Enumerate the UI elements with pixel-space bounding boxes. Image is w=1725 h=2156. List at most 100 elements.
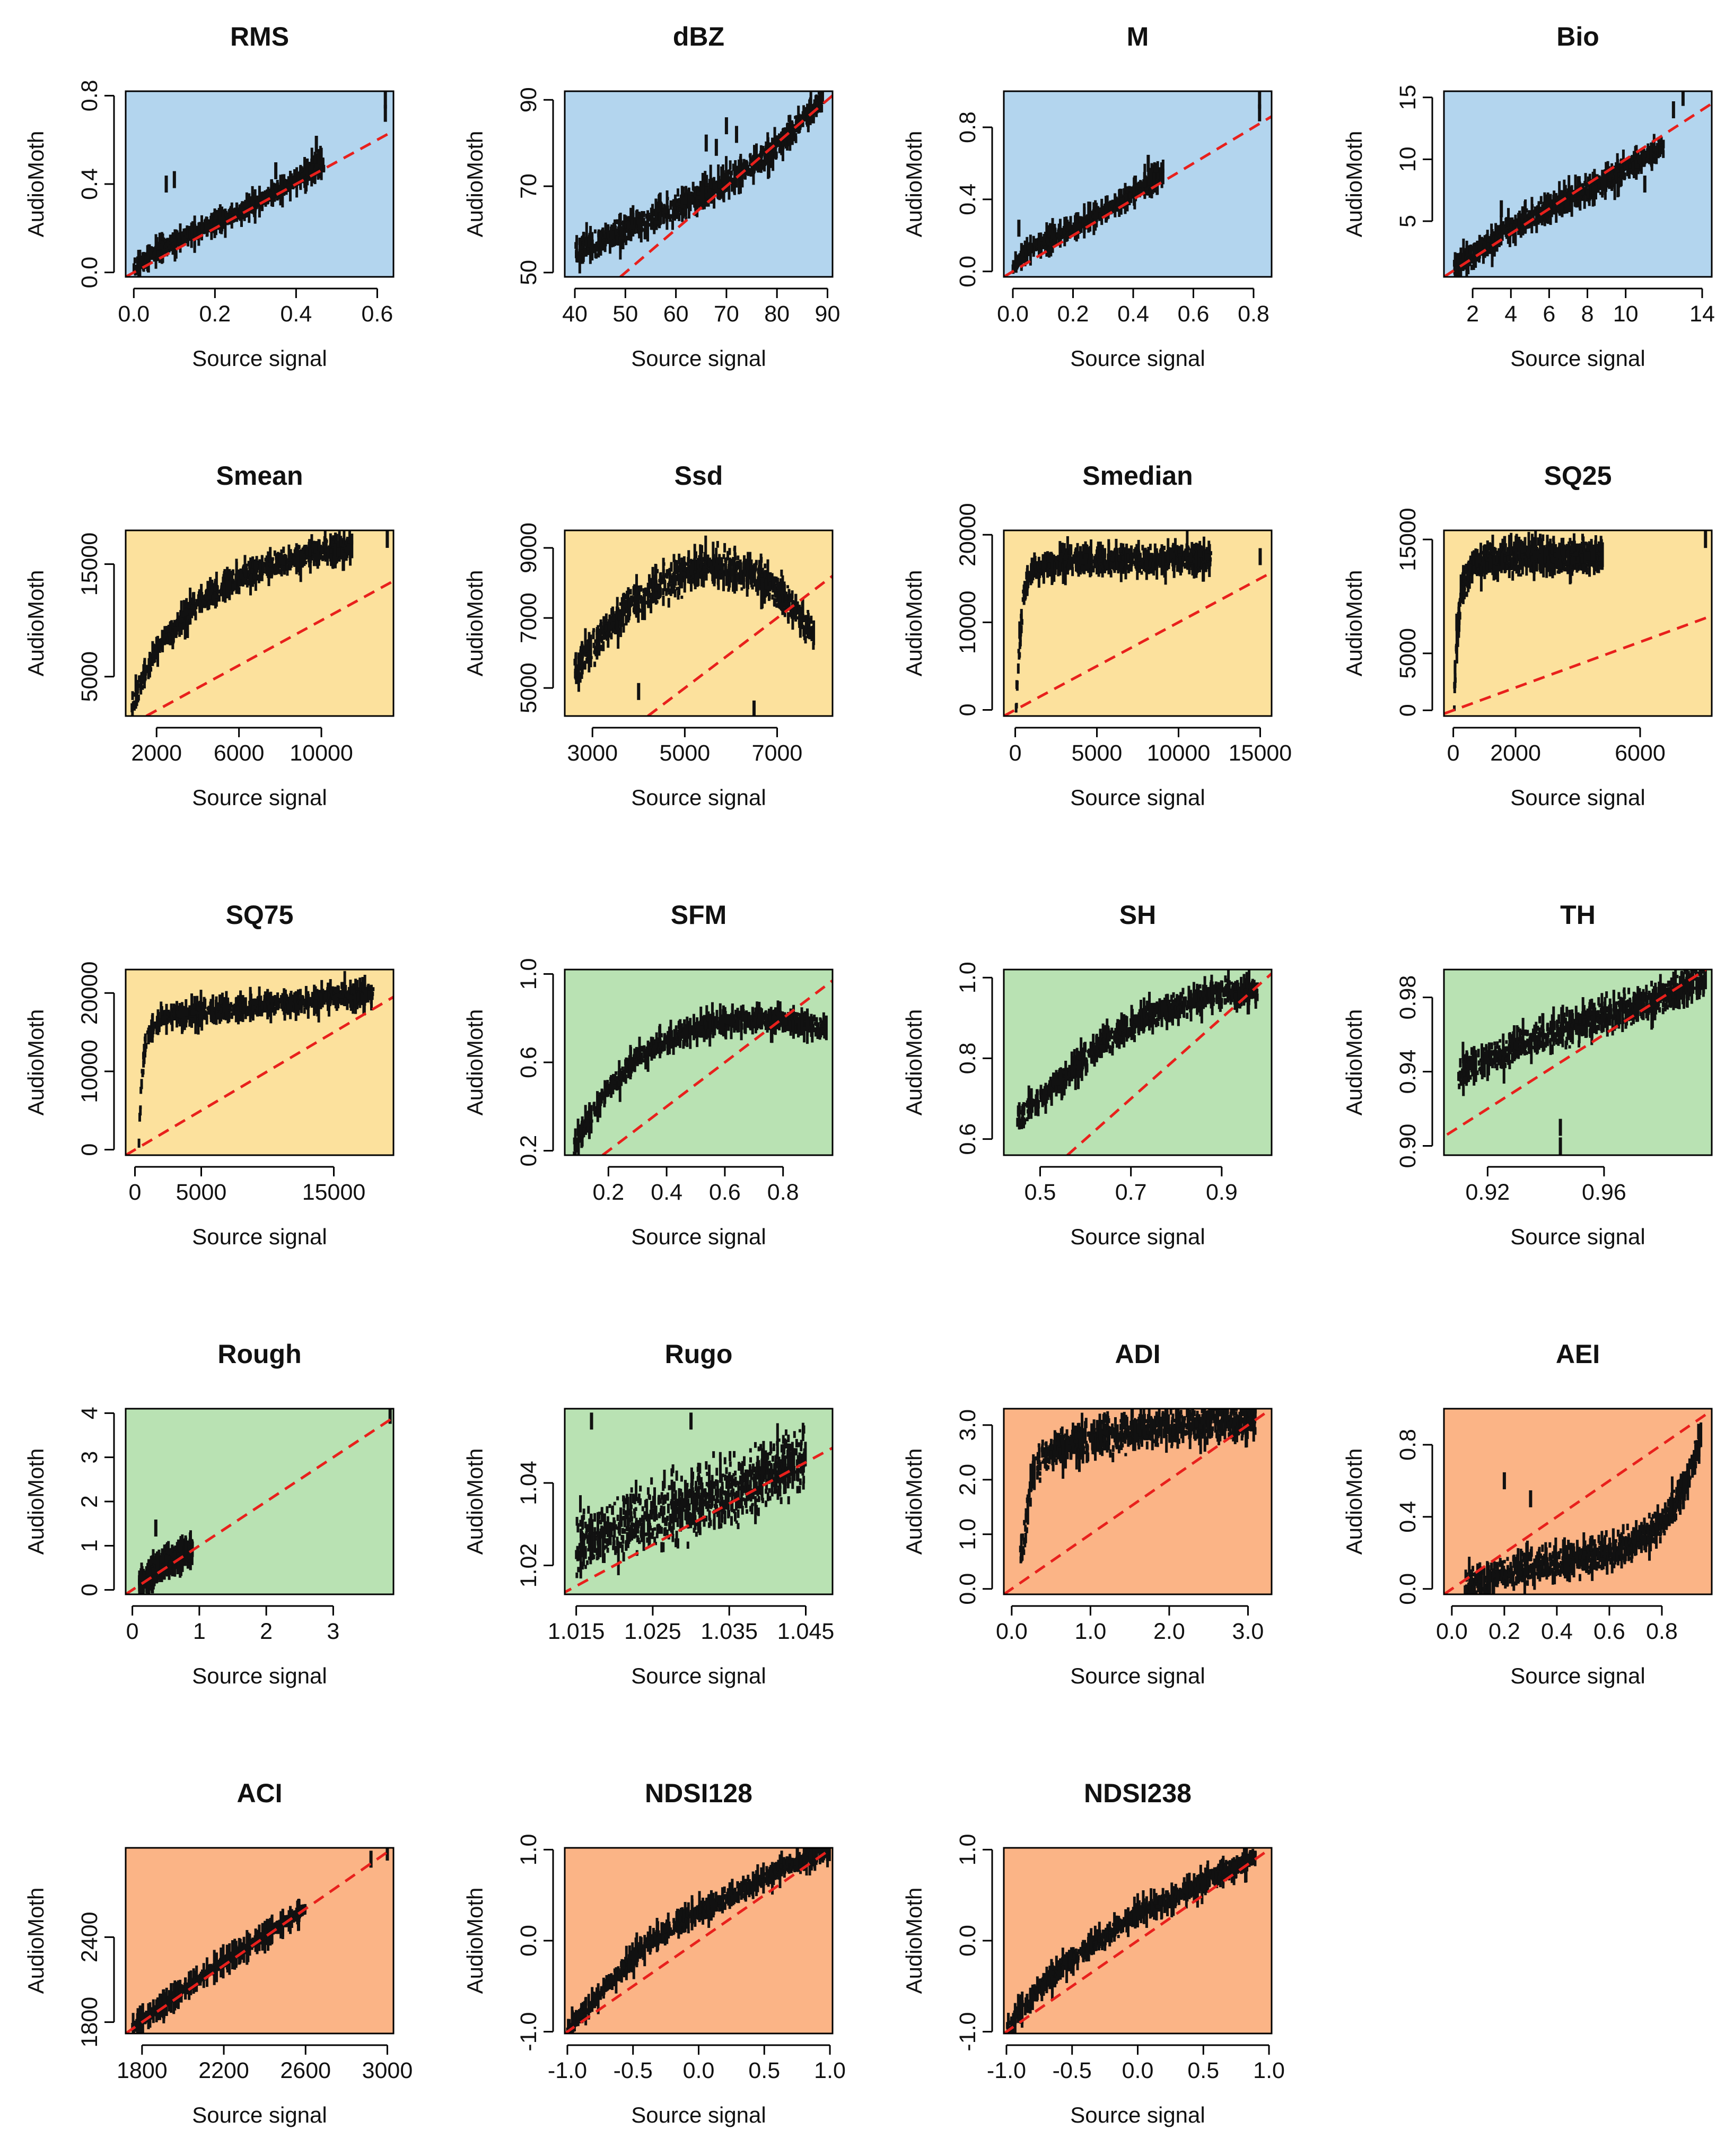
data-point [593,229,597,234]
data-point [705,181,708,187]
data-point [1089,211,1092,221]
data-point [326,556,329,561]
data-point [304,561,308,565]
data-point [722,554,725,560]
data-point [320,546,323,554]
data-point [133,692,136,697]
data-point [1614,165,1617,175]
data-point [230,211,233,216]
data-point [1035,242,1038,246]
data-point [1599,179,1603,190]
data-point [1583,181,1587,186]
data-point [802,117,805,121]
data-point [1477,250,1480,254]
data-point [1541,213,1544,217]
data-point [242,577,245,582]
data-point [787,136,791,146]
plot-frame [125,90,395,278]
data-point [299,177,302,183]
data-point [253,559,256,584]
data-point [204,601,207,606]
outlier-point [1681,91,1685,106]
data-point [161,241,164,249]
data-point [717,180,721,189]
data-point [766,137,769,143]
data-point [1613,179,1616,189]
data-point [1578,176,1581,183]
data-point [741,164,745,172]
data-point [1533,210,1536,215]
data-point [742,159,746,164]
x-tick-label: 6 [1543,301,1555,327]
data-point [687,550,690,560]
data-point [756,164,759,171]
data-point [791,132,794,138]
data-point [1530,207,1534,215]
data-point [717,194,720,199]
data-point [766,132,769,159]
data-point [615,228,618,235]
data-point [1652,140,1655,147]
data-point [321,555,324,562]
data-point [313,552,316,562]
data-point [1595,178,1598,186]
data-point [266,565,269,572]
data-point [575,235,579,263]
data-point [1490,245,1493,251]
data-point [618,229,621,233]
y-tick-label: 5 [1395,215,1421,228]
data-point [1509,228,1512,234]
data-point [1587,176,1590,184]
data-point [181,237,185,246]
data-point [225,215,228,221]
data-point [182,619,186,626]
data-point [195,225,198,230]
data-point [606,621,609,627]
data-point [1519,213,1522,219]
data-point [1658,141,1661,150]
data-point [296,176,300,186]
data-point [262,562,265,572]
data-point [237,582,240,592]
outlier-point [386,530,389,548]
data-point [627,231,630,241]
data-point [619,225,622,260]
data-point [1530,223,1534,233]
data-point [182,231,185,239]
data-point [1654,150,1658,160]
data-point [1556,207,1560,213]
data-point [231,570,234,581]
data-point [705,201,708,206]
data-point [194,602,197,609]
data-point [801,598,804,622]
data-point [642,217,645,226]
data-point [795,123,799,133]
data-point [793,124,796,129]
data-point [609,233,612,241]
data-point [1459,259,1462,266]
data-point [597,241,600,246]
data-point [1107,207,1110,212]
data-point [1554,209,1557,214]
data-point [305,165,308,174]
data-point [243,202,246,208]
data-point [1111,202,1115,210]
data-point [1564,185,1567,193]
data-point [703,182,706,192]
data-point [264,194,267,198]
data-point [606,232,609,238]
data-point [693,188,696,193]
data-point [256,577,259,581]
data-point [790,139,793,143]
data-point [1657,138,1660,142]
data-point [802,105,805,113]
data-point [318,542,321,551]
data-point [1537,220,1540,225]
data-point [624,215,627,222]
data-point [616,219,619,224]
data-point [349,534,352,543]
x-tick-label: 60 [663,301,689,327]
data-point [214,581,217,587]
data-point [603,242,607,252]
